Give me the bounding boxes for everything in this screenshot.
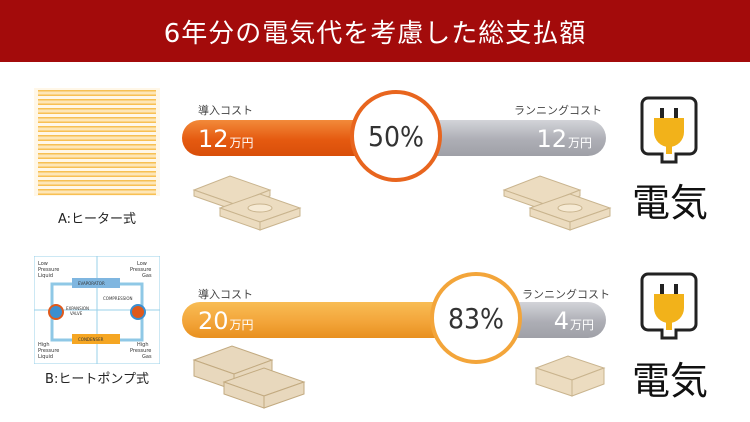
plug-icon xyxy=(640,272,698,340)
svg-text:Liquid: Liquid xyxy=(38,354,53,360)
svg-text:Pressure: Pressure xyxy=(38,348,59,354)
row-heatpump: Low Pressure Liquid Low Pressure Gas High Pre… xyxy=(0,250,750,409)
page-title: 6年分の電気代を考慮した総支払額 xyxy=(0,0,750,62)
heater-label: A:ヒーター式 xyxy=(57,212,137,227)
running-cost-bar: 12万円 xyxy=(412,120,606,156)
initial-cost-bar: 20万円 xyxy=(182,302,472,338)
svg-text:Pressure: Pressure xyxy=(130,267,151,273)
money-stack-icon xyxy=(192,175,302,231)
row-heater: A:ヒーター式 導入コスト ランニングコスト 12万円 12万円 50% xyxy=(0,82,750,232)
svg-text:Low: Low xyxy=(38,261,48,267)
money-stack-icon xyxy=(502,175,612,231)
running-cost-value: 4万円 xyxy=(553,307,594,335)
electricity-label: 電気 xyxy=(632,181,709,225)
initial-cost-value: 12万円 xyxy=(198,125,254,153)
svg-text:COMPRESSION: COMPRESSION xyxy=(103,296,133,301)
money-stack-icon xyxy=(192,345,306,409)
heater-image xyxy=(34,88,160,196)
running-cost-value: 12万円 xyxy=(536,125,592,153)
ratio-circle: 83% xyxy=(430,272,522,364)
svg-text:EXPANSION: EXPANSION xyxy=(66,306,89,311)
initial-cost-label: 導入コスト xyxy=(198,288,253,301)
initial-cost-bar: 12万円 xyxy=(182,120,382,156)
svg-text:Liquid: Liquid xyxy=(38,273,53,279)
svg-text:Pressure: Pressure xyxy=(38,267,59,273)
svg-text:Low: Low xyxy=(137,261,147,267)
svg-text:VALVE: VALVE xyxy=(70,311,83,316)
running-cost-label: ランニングコスト xyxy=(514,104,602,117)
svg-text:EVAPORATOR: EVAPORATOR xyxy=(78,281,105,286)
initial-cost-value: 20万円 xyxy=(198,307,254,335)
money-stack-icon xyxy=(534,355,606,397)
heat-pump-label: B:ヒートポンプ式 xyxy=(45,372,149,387)
svg-text:High: High xyxy=(137,342,149,348)
ratio-circle: 50% xyxy=(350,90,442,182)
plug-icon xyxy=(640,96,698,164)
svg-text:Gas: Gas xyxy=(142,354,152,360)
svg-text:Pressure: Pressure xyxy=(130,348,151,354)
svg-text:Gas: Gas xyxy=(142,273,152,279)
svg-text:CONDENSER: CONDENSER xyxy=(78,337,104,342)
svg-text:High: High xyxy=(38,342,50,348)
running-cost-label: ランニングコスト xyxy=(522,288,610,301)
initial-cost-label: 導入コスト xyxy=(198,104,253,117)
electricity-label: 電気 xyxy=(632,359,709,403)
